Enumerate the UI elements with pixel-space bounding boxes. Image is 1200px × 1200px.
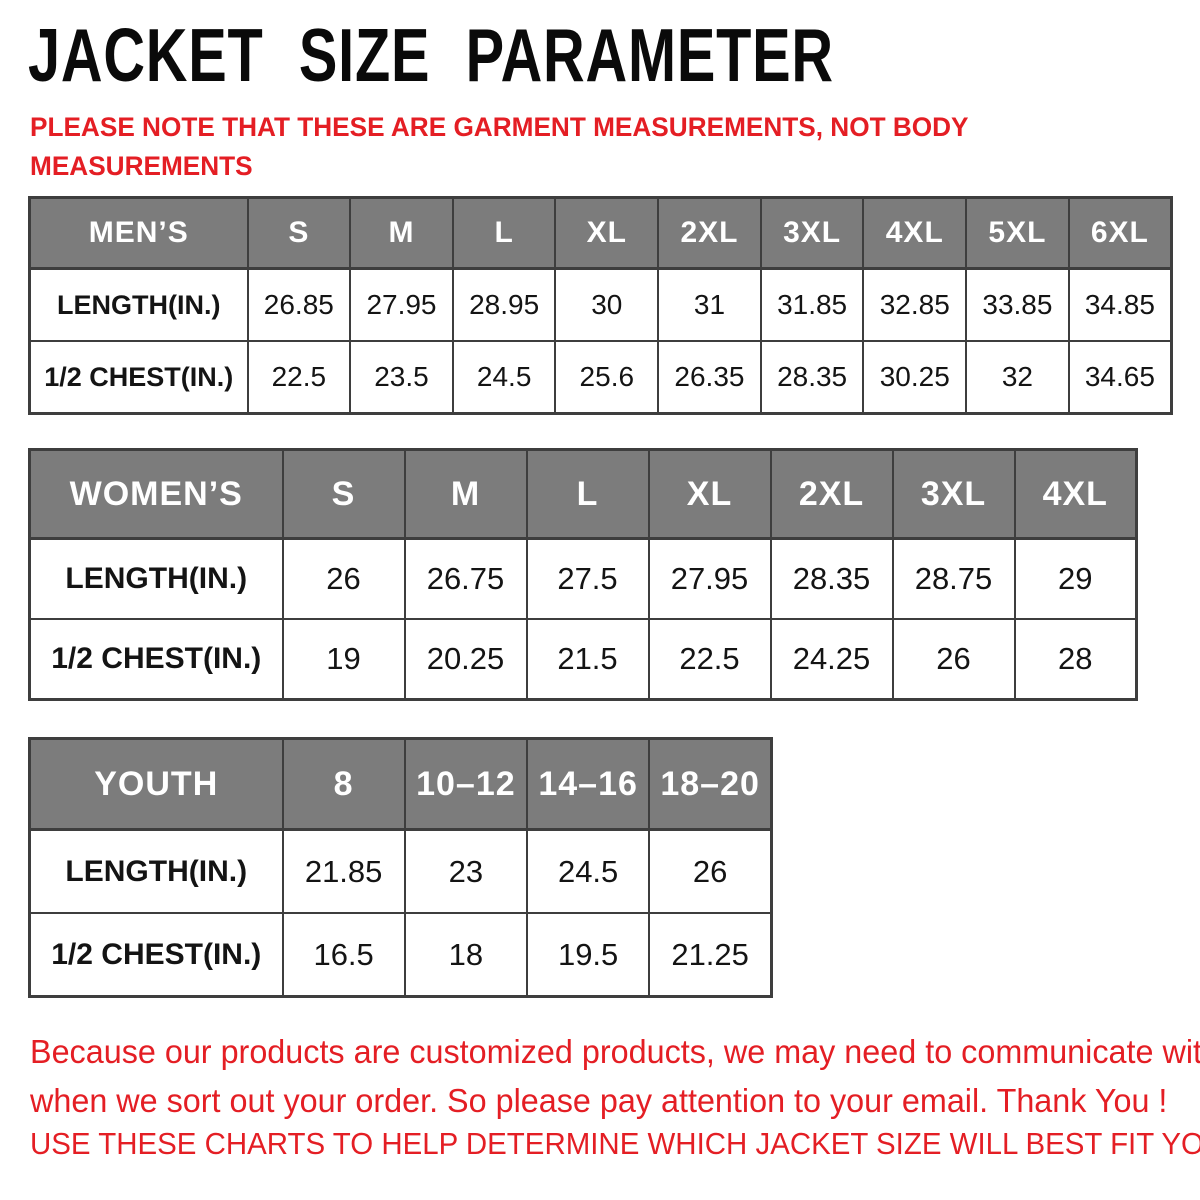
measurement-row: LENGTH(IN.) 21.85 23 24.5 26 xyxy=(28,828,773,914)
mens-size-table: MEN’S S M L XL 2XL 3XL 4XL 5XL 6XL LENGTH(IN.) 26.8… xyxy=(28,196,1173,415)
measurement-value-cell: 26.85 xyxy=(246,267,352,342)
size-header-cell: 8 xyxy=(281,737,406,831)
measurement-value-cell: 34.85 xyxy=(1067,267,1173,342)
measurement-row: LENGTH(IN.) 26.85 27.95 28.95 30 31 31.85 32.85… xyxy=(28,267,1173,342)
measurement-value-cell: 27.5 xyxy=(525,537,650,620)
measurement-value-cell: 25.6 xyxy=(554,340,660,415)
measurement-value-cell: 24.5 xyxy=(525,828,651,914)
size-header-cell: 3XL xyxy=(891,448,1016,540)
measurement-value-cell: 22.5 xyxy=(246,340,352,415)
size-header-cell: 5XL xyxy=(965,196,1070,270)
chart-usage-advice: USE THESE CHARTS TO HELP DETERMINE WHICH… xyxy=(30,1126,1200,1161)
size-header-cell: 6XL xyxy=(1067,196,1173,270)
measurement-value-cell: 21.5 xyxy=(525,618,650,701)
measurement-value-cell: 26.75 xyxy=(403,537,528,620)
size-header-cell: 4XL xyxy=(1013,448,1138,540)
measurement-value-cell: 32 xyxy=(965,340,1070,415)
measurement-value-cell: 20.25 xyxy=(403,618,528,701)
measurement-value-cell: 26 xyxy=(648,828,773,914)
row-label-cell: 1/2 CHEST(IN.) xyxy=(28,618,284,701)
size-header-cell: 10–12 xyxy=(403,737,529,831)
row-label-cell: LENGTH(IN.) xyxy=(28,267,249,342)
measurement-value-cell: 26.35 xyxy=(657,340,762,415)
garment-measurement-note: PLEASE NOTE THAT THESE ARE GARMENT MEASU… xyxy=(30,108,969,186)
measurement-value-cell: 28.95 xyxy=(451,267,557,342)
measurement-value-cell: 28.75 xyxy=(891,537,1016,620)
measurement-value-cell: 23.5 xyxy=(349,340,454,415)
measurement-row: 1/2 CHEST(IN.) 19 20.25 21.5 22.5 24.25 26 28 xyxy=(28,618,1138,701)
measurement-value-cell: 19 xyxy=(281,618,406,701)
measurement-value-cell: 31 xyxy=(657,267,762,342)
size-header-cell: 2XL xyxy=(769,448,894,540)
size-header-cell: 3XL xyxy=(759,196,865,270)
note-line: MEASUREMENTS xyxy=(30,151,253,182)
measurement-value-cell: 27.95 xyxy=(349,267,454,342)
notice-line: Because our products are customized prod… xyxy=(30,1033,1200,1070)
size-header-cell: 2XL xyxy=(657,196,762,270)
measurement-value-cell: 28.35 xyxy=(759,340,865,415)
size-header-cell: M xyxy=(403,448,528,540)
measurement-value-cell: 29 xyxy=(1013,537,1138,620)
measurement-row: 1/2 CHEST(IN.) 22.5 23.5 24.5 25.6 26.35 28.35… xyxy=(28,340,1173,415)
measurement-value-cell: 30 xyxy=(554,267,660,342)
measurement-value-cell: 28 xyxy=(1013,618,1138,701)
page-title: JACKET SIZE PARAMETER xyxy=(28,12,834,98)
measurement-value-cell: 23 xyxy=(403,828,529,914)
measurement-value-cell: 21.25 xyxy=(648,912,773,998)
row-label-cell: 1/2 CHEST(IN.) xyxy=(28,912,284,998)
measurement-value-cell: 21.85 xyxy=(281,828,406,914)
size-header-cell: S xyxy=(281,448,406,540)
womens-size-table: WOMEN’S S M L XL 2XL 3XL 4XL LENGTH(IN.) 26 26.75 2… xyxy=(28,448,1138,701)
youth-size-table: YOUTH 8 10–12 14–16 18–20 LENGTH(IN.) 21.85 23 2… xyxy=(28,737,773,998)
size-header-row: WOMEN’S S M L XL 2XL 3XL 4XL xyxy=(28,448,1138,540)
size-header-cell: XL xyxy=(647,448,772,540)
row-label-cell: LENGTH(IN.) xyxy=(28,828,284,914)
measurement-value-cell: 24.25 xyxy=(769,618,894,701)
table-title-cell: YOUTH xyxy=(28,737,284,831)
measurement-row: 1/2 CHEST(IN.) 16.5 18 19.5 21.25 xyxy=(28,912,773,998)
size-header-cell: S xyxy=(246,196,352,270)
measurement-value-cell: 33.85 xyxy=(965,267,1070,342)
measurement-value-cell: 18 xyxy=(403,912,529,998)
measurement-row: LENGTH(IN.) 26 26.75 27.5 27.95 28.35 28.75 29 xyxy=(28,537,1138,620)
measurement-value-cell: 16.5 xyxy=(281,912,406,998)
size-header-cell: M xyxy=(349,196,454,270)
note-line: PLEASE NOTE THAT THESE ARE GARMENT MEASU… xyxy=(30,112,969,142)
measurement-value-cell: 22.5 xyxy=(647,618,772,701)
measurement-value-cell: 27.95 xyxy=(647,537,772,620)
size-header-cell: 18–20 xyxy=(648,737,773,831)
table-title-cell: MEN’S xyxy=(28,196,249,270)
measurement-value-cell: 32.85 xyxy=(862,267,968,342)
notice-line: when we sort out your order. So please p… xyxy=(30,1081,1168,1119)
size-header-cell: 4XL xyxy=(862,196,968,270)
measurement-value-cell: 34.65 xyxy=(1067,340,1173,415)
row-label-cell: 1/2 CHEST(IN.) xyxy=(28,340,249,415)
table-title-cell: WOMEN’S xyxy=(28,448,284,540)
measurement-value-cell: 26 xyxy=(891,618,1016,701)
size-header-cell: XL xyxy=(554,196,660,270)
size-header-row: MEN’S S M L XL 2XL 3XL 4XL 5XL 6XL xyxy=(28,196,1173,270)
measurement-value-cell: 19.5 xyxy=(525,912,651,998)
customization-notice: Because our products are customized prod… xyxy=(30,1028,1200,1126)
size-header-row: YOUTH 8 10–12 14–16 18–20 xyxy=(28,737,773,831)
measurement-value-cell: 28.35 xyxy=(769,537,894,620)
measurement-value-cell: 31.85 xyxy=(759,267,865,342)
measurement-value-cell: 26 xyxy=(281,537,406,620)
measurement-value-cell: 30.25 xyxy=(862,340,968,415)
size-header-cell: L xyxy=(451,196,557,270)
measurement-value-cell: 24.5 xyxy=(451,340,557,415)
row-label-cell: LENGTH(IN.) xyxy=(28,537,284,620)
size-header-cell: L xyxy=(525,448,650,540)
size-header-cell: 14–16 xyxy=(525,737,651,831)
